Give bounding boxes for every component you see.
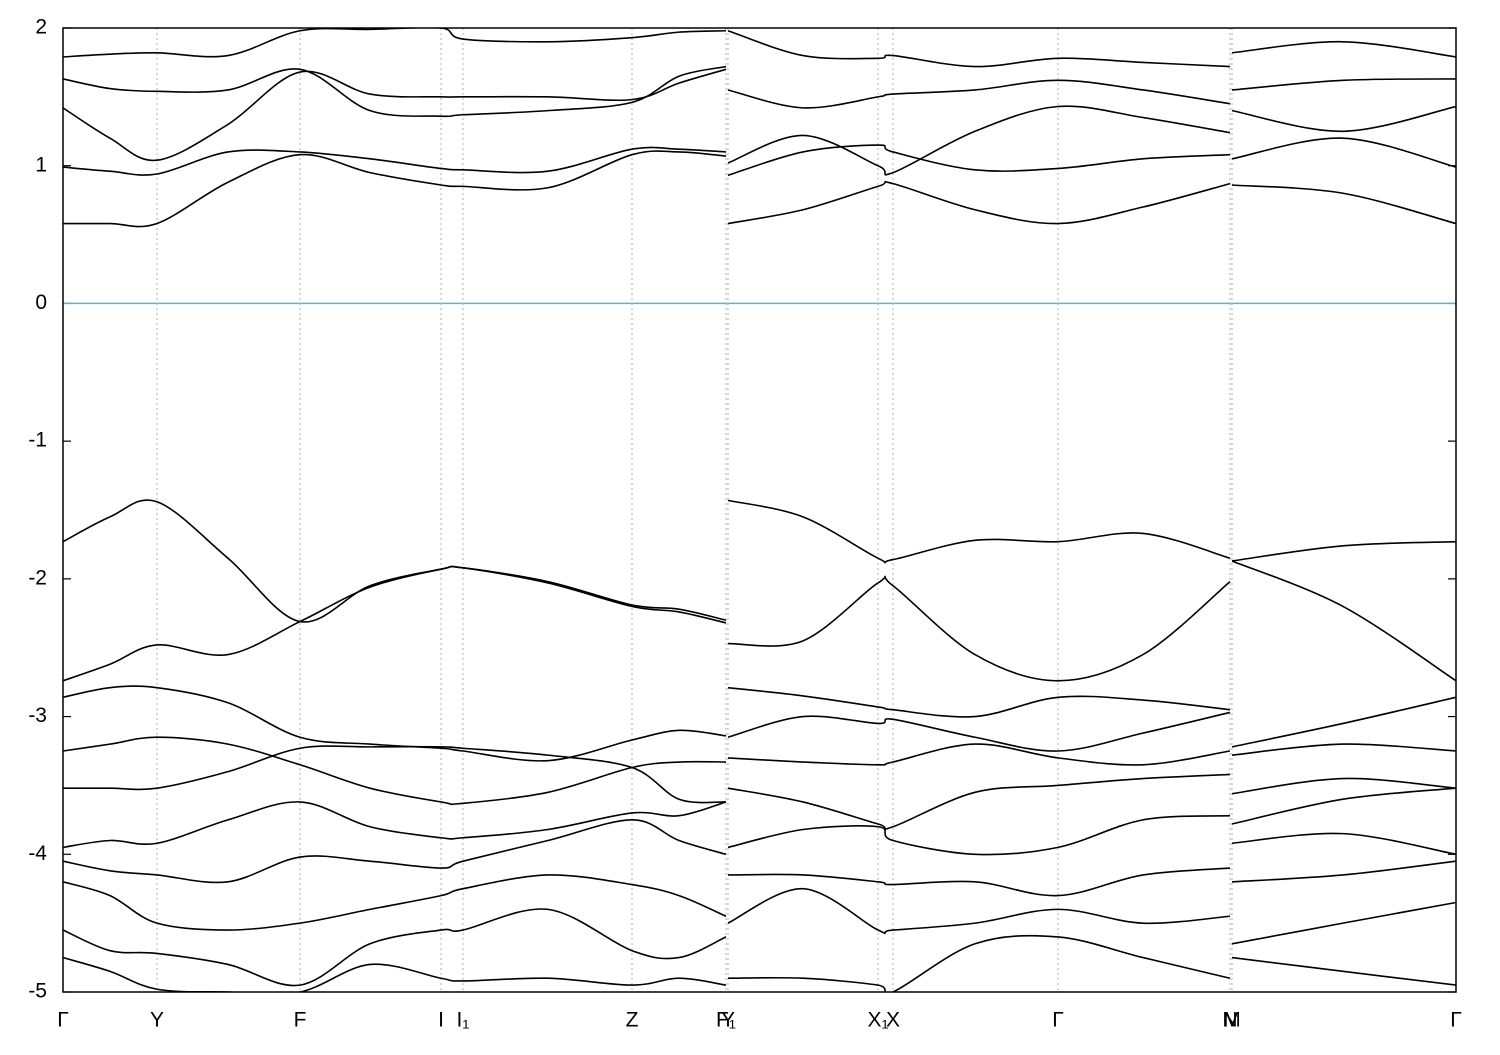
x-tick-label: F₁ — [716, 1009, 736, 1032]
x-tick-label: X — [886, 1009, 900, 1032]
band-line — [63, 560, 1456, 682]
band-line — [63, 68, 1456, 176]
grid — [62, 27, 1457, 993]
band-line — [63, 814, 1456, 884]
x-tick-label: Z — [626, 1009, 639, 1032]
x-tick-label: Γ — [1052, 1009, 1064, 1032]
x-tick-label: I — [438, 1009, 444, 1032]
y-tick-label: -2 — [28, 566, 47, 589]
y-tick-label: -5 — [28, 980, 47, 1003]
y-tick-label: 2 — [35, 16, 47, 39]
x-tick-label: N — [1222, 1009, 1237, 1032]
x-tick-label: M — [1223, 1009, 1241, 1032]
band-line — [63, 499, 1456, 623]
band-line — [63, 65, 1456, 118]
x-tick-label: Γ — [1450, 1009, 1462, 1032]
x-tick-label: Y — [150, 1009, 164, 1032]
band-line — [63, 887, 1456, 987]
x-tick-label: X₁ — [867, 1009, 888, 1032]
band-line — [63, 773, 1456, 849]
y-tick-label: 1 — [35, 153, 47, 176]
band-line — [63, 28, 1456, 68]
band-line — [63, 685, 1456, 762]
band-line — [63, 150, 1456, 228]
band-line — [63, 137, 1456, 177]
band-line — [63, 743, 1456, 804]
y-tick-label: -3 — [28, 704, 47, 727]
band-line — [63, 934, 1456, 992]
x-tick-label: I₁ — [457, 1009, 470, 1032]
plot-frame — [62, 27, 1457, 993]
x-tick-label: Γ — [57, 1009, 69, 1032]
y-tick-label: -1 — [28, 429, 47, 452]
band-line — [63, 860, 1456, 931]
x-tick-label: Y — [721, 1009, 735, 1032]
y-tick-label: 0 — [35, 291, 47, 314]
bands — [63, 28, 1456, 992]
x-tick-label: F — [294, 1009, 307, 1032]
y-tick-label: -4 — [28, 842, 47, 865]
